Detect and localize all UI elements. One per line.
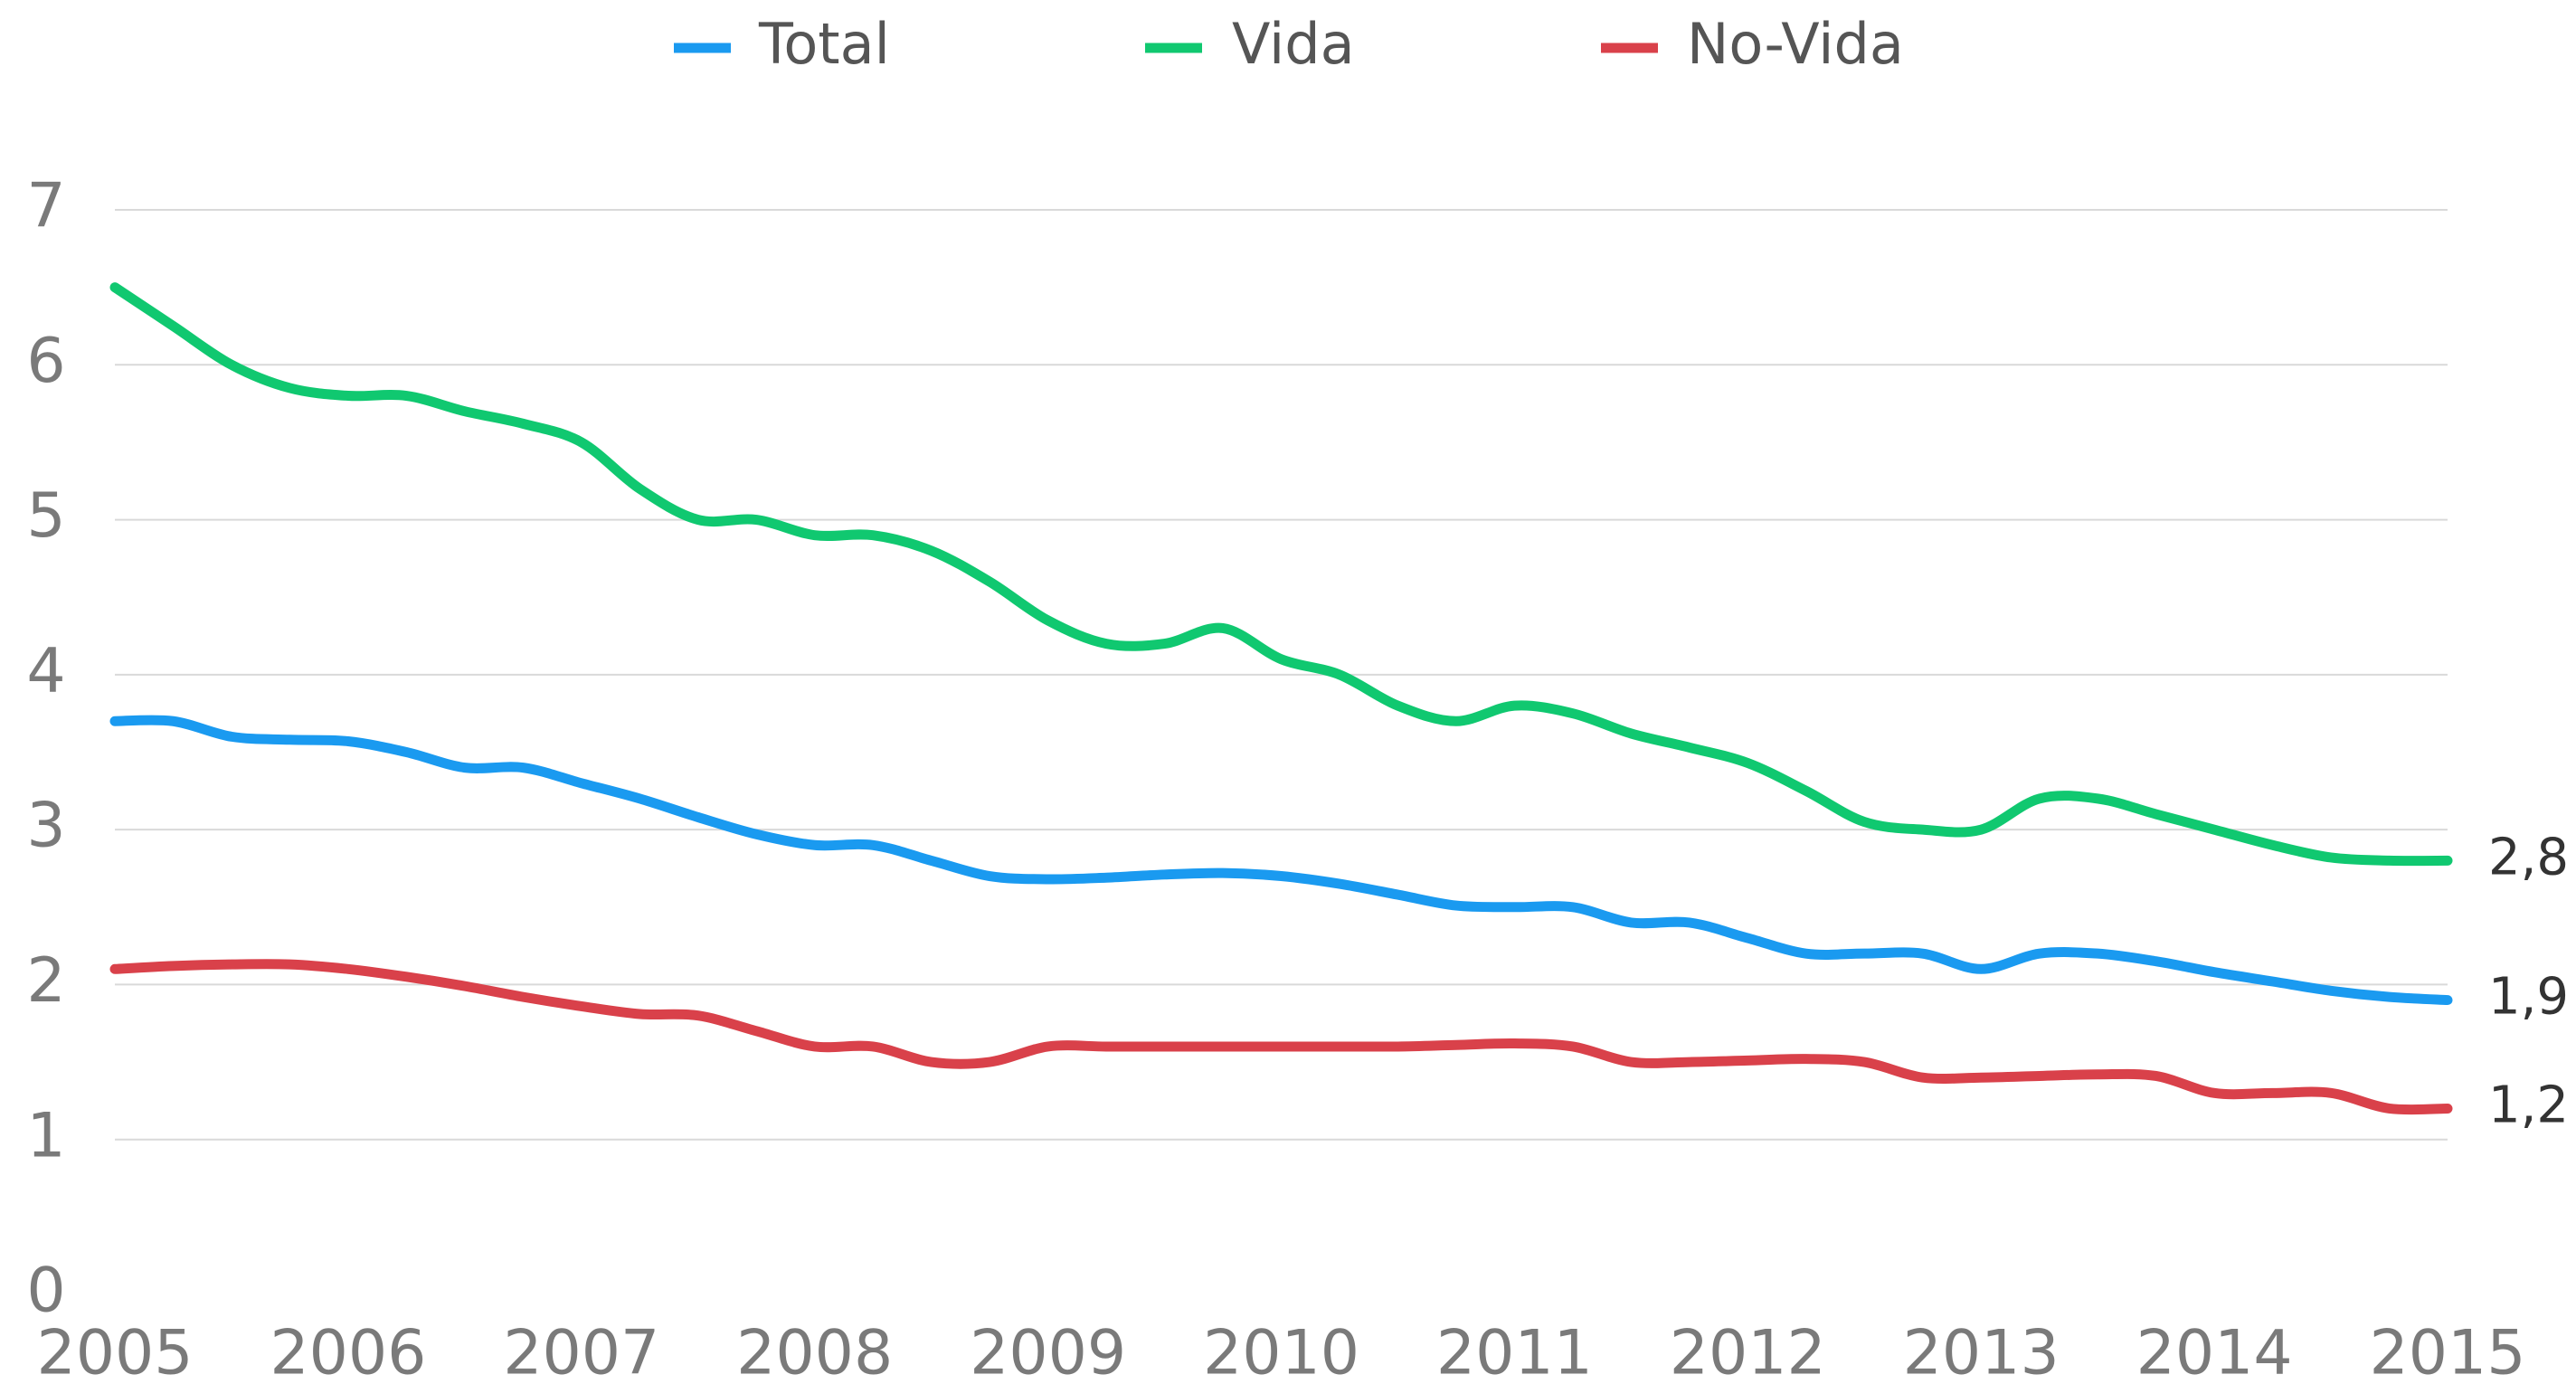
data-label: 2,8 [2488, 829, 2569, 887]
legend-label: No-Vida [1687, 11, 1904, 77]
x-tick-label: 2009 [970, 1318, 1126, 1384]
y-tick-label: 6 [26, 326, 65, 397]
x-tick-label: 2006 [270, 1318, 426, 1384]
legend-label: Total [758, 11, 890, 77]
y-tick-label: 5 [26, 480, 65, 552]
x-tick-label: 2013 [1903, 1318, 2060, 1384]
x-tick-label: 2005 [36, 1318, 193, 1384]
x-tick-label: 2015 [2369, 1318, 2525, 1384]
line [109, 715, 2453, 1006]
y-tick-label: 2 [26, 945, 65, 1017]
y-tick-label: 4 [26, 635, 65, 706]
y-tick-label: 1 [26, 1100, 65, 1171]
x-tick-label: 2010 [1203, 1318, 1359, 1384]
y-tick-label: 3 [26, 791, 65, 862]
x-tick-label: 2012 [1670, 1318, 1826, 1384]
y-tick-label: 7 [26, 171, 65, 242]
x-tick-label: 2007 [503, 1318, 659, 1384]
data-label: 1,2 [2488, 1076, 2569, 1135]
legend-label: Vida [1232, 11, 1355, 77]
x-tick-label: 2014 [2136, 1318, 2293, 1384]
y-tick-label: 0 [26, 1256, 65, 1327]
x-tick-label: 2008 [736, 1318, 893, 1384]
x-tick-label: 2011 [1436, 1318, 1593, 1384]
data-label: 1,9 [2488, 968, 2569, 1027]
line [109, 959, 2453, 1115]
line [109, 282, 2453, 867]
